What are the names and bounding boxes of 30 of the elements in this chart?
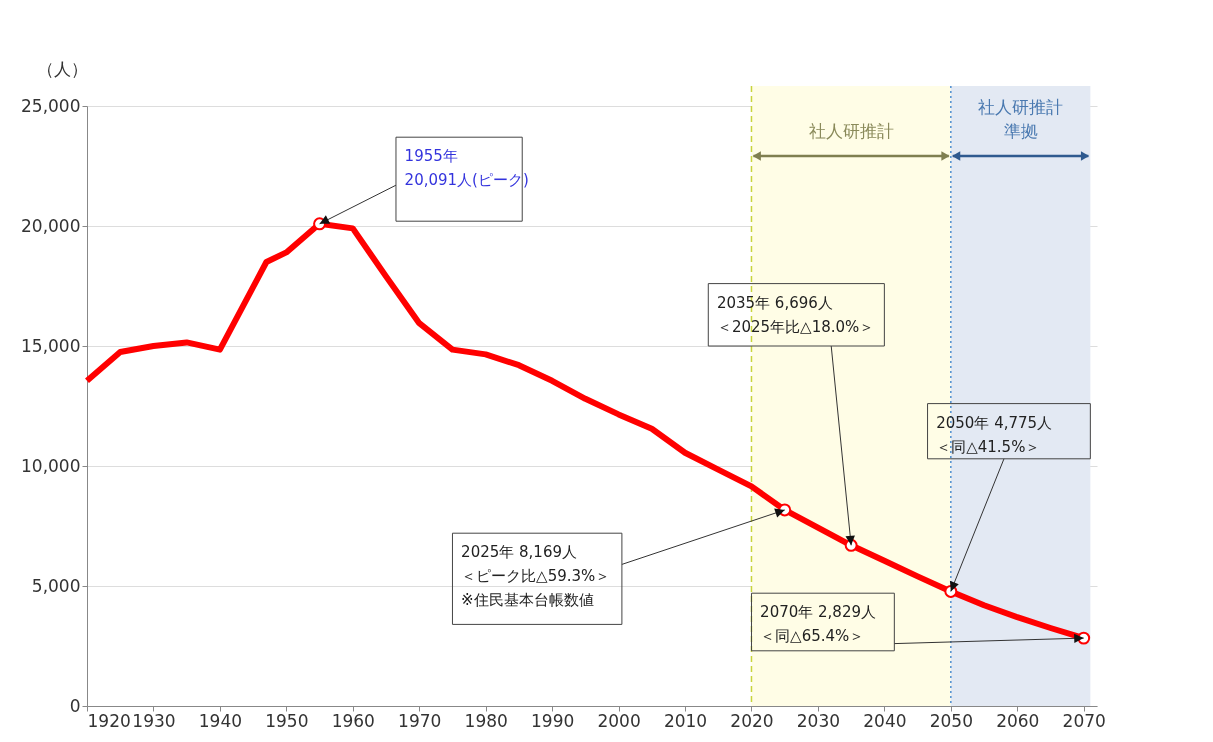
x-tick-label: 1990: [531, 710, 575, 731]
x-tick-label: 2060: [996, 710, 1040, 731]
y-tick-label: 20,000: [21, 215, 81, 236]
x-tick-label: 2000: [597, 710, 641, 731]
x-tick-label: 2070: [1062, 710, 1106, 731]
annotation: 2070年 2,829人＜同△65.4%＞: [760, 603, 876, 646]
band-label: 社人研推計: [808, 121, 894, 141]
annotation: 2050年 4,775人＜同△41.5%＞: [936, 413, 1053, 456]
annotation: 1955年20,091人(ピーク): [404, 147, 529, 190]
x-tick-label: 1940: [198, 710, 243, 731]
x-tick-label: 1970: [398, 710, 442, 731]
x-tick-label: 2030: [796, 710, 841, 731]
x-tick-label: 1930: [132, 710, 176, 731]
y-tick-label: 15,000: [21, 335, 81, 356]
x-tick-label: 1960: [331, 710, 375, 731]
y-tick-label: 25,000: [21, 95, 81, 116]
y-tick-label: 5,000: [31, 575, 81, 596]
x-tick-label: 2040: [863, 710, 907, 731]
x-tick-label: 2020: [730, 710, 774, 731]
annotation: 2035年 6,696人＜2025年比△18.0%＞: [716, 293, 875, 336]
band-label: 社人研推計準拠: [978, 97, 1064, 141]
y-axis-title: （人）: [37, 58, 88, 79]
y-tick-label: 0: [69, 695, 81, 716]
x-tick-label: 1980: [464, 710, 508, 731]
x-tick-label: 1950: [265, 710, 309, 731]
x-tick-label: 2050: [929, 710, 973, 731]
x-tick-label: 1920: [87, 710, 131, 731]
y-tick-label: 10,000: [21, 455, 81, 476]
annotation: 2025年 8,169人＜ピーク比△59.3%＞※住民基本台帳数値: [461, 543, 611, 610]
x-tick-label: 2010: [663, 710, 708, 731]
